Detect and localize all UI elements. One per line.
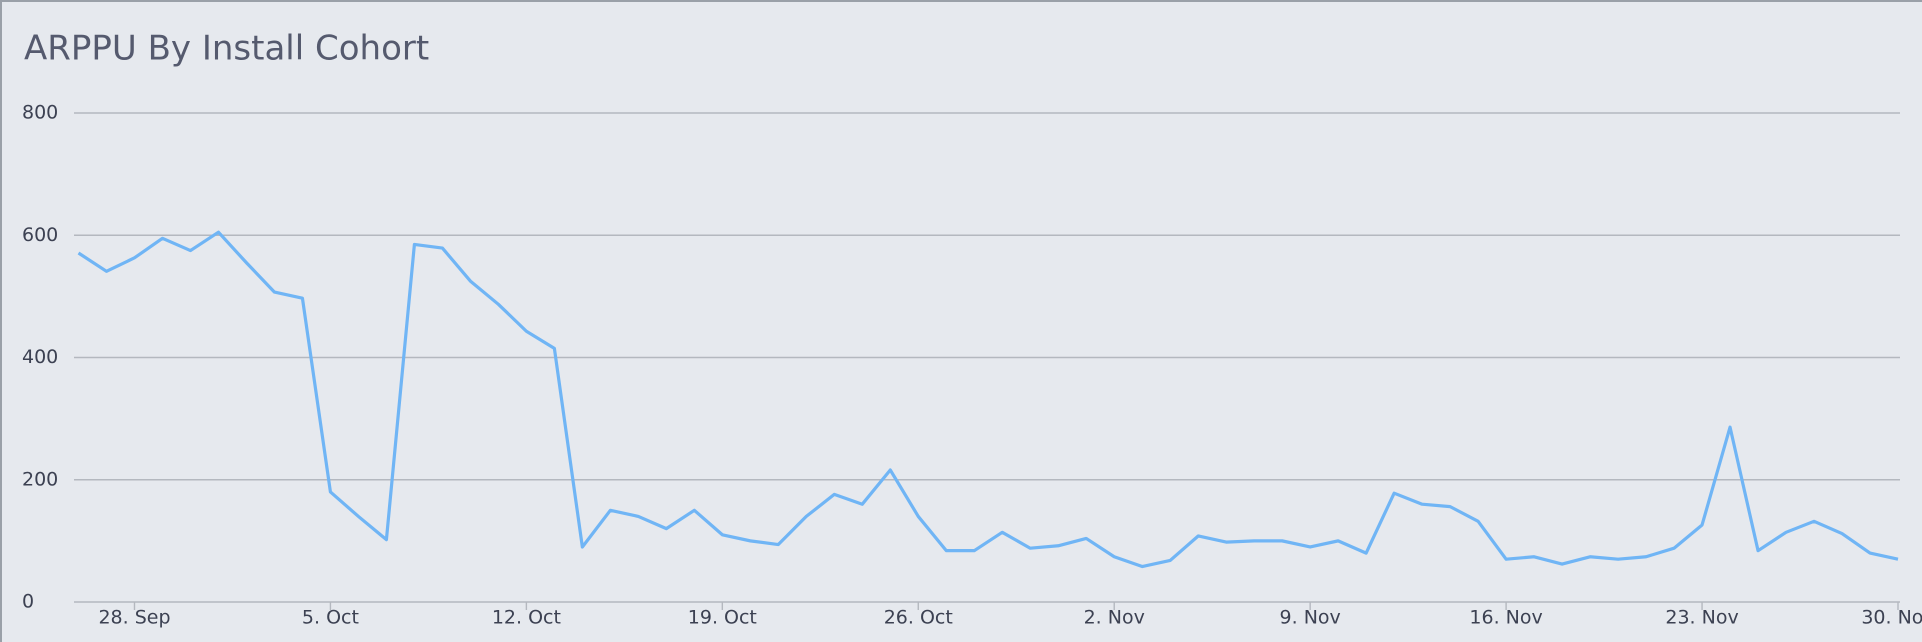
y-tick-label: 400 bbox=[22, 346, 58, 368]
x-tick-label: 9. Nov bbox=[1280, 607, 1341, 629]
chart-title: ARPPU By Install Cohort bbox=[24, 29, 429, 69]
x-tick-label: 16. Nov bbox=[1469, 607, 1542, 629]
y-tick-label: 200 bbox=[22, 468, 58, 490]
x-tick-label: 19. Oct bbox=[688, 607, 757, 629]
x-tick-label: 5. Oct bbox=[302, 607, 359, 629]
y-tick-label: 600 bbox=[22, 224, 58, 246]
data-line bbox=[77, 230, 1899, 569]
x-tick-label: 23. Nov bbox=[1665, 607, 1738, 629]
x-tick-label: 30. Nov bbox=[1861, 607, 1922, 629]
x-tick-label: 2. Nov bbox=[1084, 607, 1145, 629]
x-tick-label: 12. Oct bbox=[492, 607, 561, 629]
y-tick-label: 0 bbox=[22, 591, 34, 613]
x-tick-label: 26. Oct bbox=[884, 607, 953, 629]
x-tick-label: 28. Sep bbox=[98, 607, 170, 629]
y-tick-label: 800 bbox=[22, 102, 58, 124]
